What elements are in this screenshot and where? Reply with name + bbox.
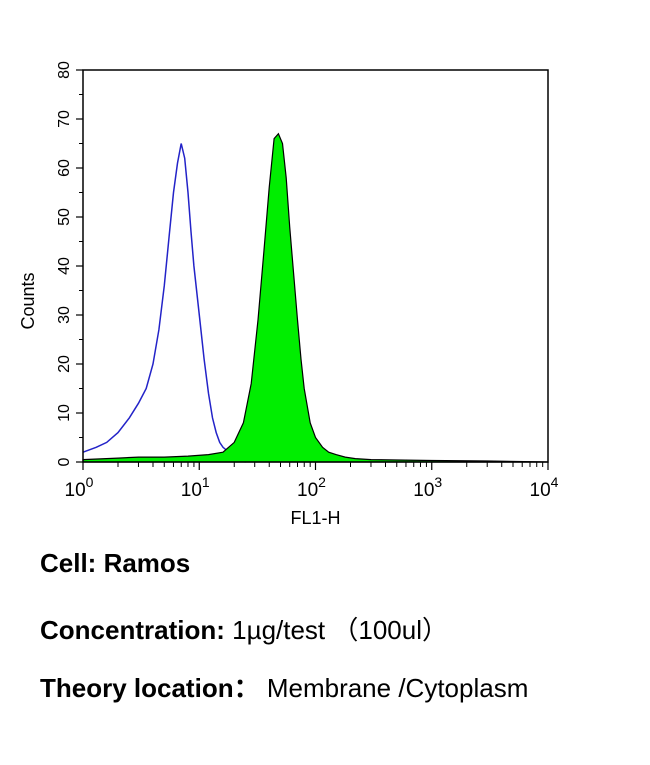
plot-frame [82,69,549,463]
x-tick-label: 103 [413,474,442,501]
y-tick-label: 60 [56,159,73,177]
y-tick-label: 30 [56,306,73,324]
series-1-filled-histogram [82,132,549,463]
y-tick-label: 20 [56,355,73,373]
x-tick-label: 102 [297,474,326,501]
series-layer [82,132,549,463]
x-axis-label: FL1-H [290,508,340,528]
y-tick-label: 10 [56,404,73,422]
y-axis: 0 10 20 30 40 50 60 70 80 [56,61,83,466]
cell-caption: Cell: Ramos [40,548,190,579]
location-label: Theory location： [40,673,260,703]
x-tick-label: 104 [530,474,559,501]
location-caption: Theory location： Membrane /Cytoplasm [40,668,528,705]
concentration-label: Concentration: [40,615,225,645]
y-tick-label: 40 [56,257,73,275]
concentration-caption: Concentration: 1µg/test （100ul） [40,610,448,647]
location-value: Membrane /Cytoplasm [266,673,529,703]
x-axis: 100 101 102 103 104 [65,462,559,501]
y-tick-label: 50 [56,208,73,226]
x-tick-label: 100 [65,474,94,501]
x-tick-label: 101 [181,474,210,501]
y-tick-label: 0 [56,457,73,466]
y-tick-label: 80 [56,61,73,79]
y-axis-label: Counts [18,272,38,329]
concentration-value: 1µg/test （100ul） [232,615,448,645]
series-0-outline-histogram [82,143,246,463]
cell-label: Cell: Ramos [40,548,191,578]
y-tick-label: 70 [56,110,73,128]
